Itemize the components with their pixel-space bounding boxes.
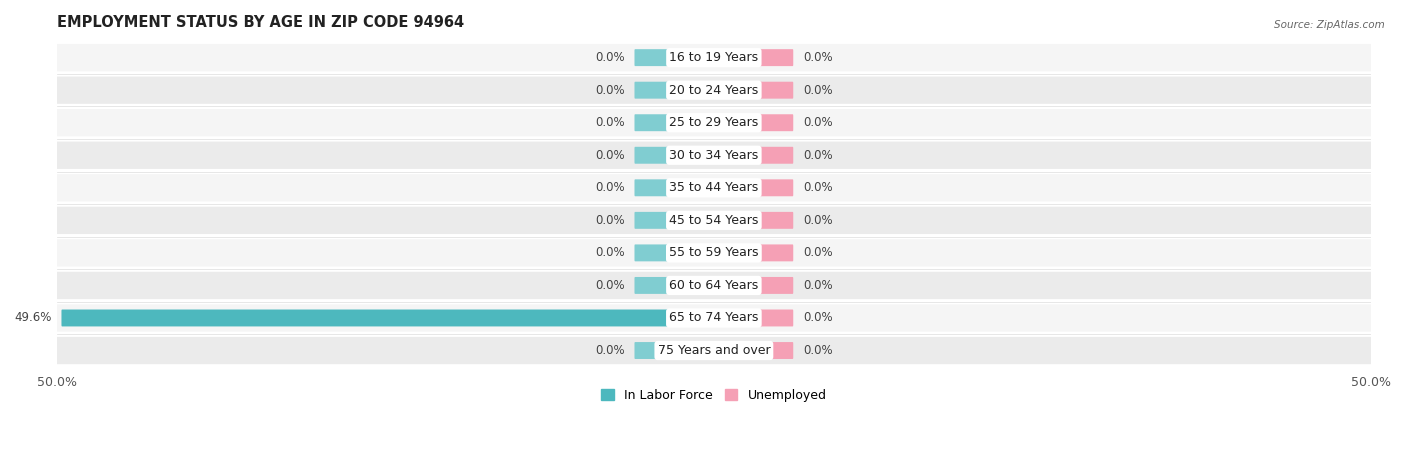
- Text: 0.0%: 0.0%: [595, 116, 624, 129]
- Text: 0.0%: 0.0%: [803, 214, 832, 227]
- FancyBboxPatch shape: [713, 82, 793, 99]
- Text: 0.0%: 0.0%: [803, 116, 832, 129]
- Text: 0.0%: 0.0%: [595, 181, 624, 194]
- FancyBboxPatch shape: [713, 114, 793, 131]
- FancyBboxPatch shape: [62, 309, 714, 327]
- Text: Source: ZipAtlas.com: Source: ZipAtlas.com: [1274, 20, 1385, 30]
- FancyBboxPatch shape: [713, 342, 793, 359]
- FancyBboxPatch shape: [634, 277, 714, 294]
- Text: 75 Years and over: 75 Years and over: [658, 344, 770, 357]
- Text: 20 to 24 Years: 20 to 24 Years: [669, 84, 758, 97]
- Text: 0.0%: 0.0%: [803, 246, 832, 259]
- FancyBboxPatch shape: [634, 49, 714, 66]
- FancyBboxPatch shape: [713, 309, 793, 327]
- Text: 0.0%: 0.0%: [803, 344, 832, 357]
- Text: 55 to 59 Years: 55 to 59 Years: [669, 246, 759, 259]
- Text: 0.0%: 0.0%: [803, 181, 832, 194]
- FancyBboxPatch shape: [56, 337, 1371, 364]
- Legend: In Labor Force, Unemployed: In Labor Force, Unemployed: [596, 384, 831, 407]
- Text: 0.0%: 0.0%: [595, 344, 624, 357]
- Text: 0.0%: 0.0%: [595, 279, 624, 292]
- Text: 65 to 74 Years: 65 to 74 Years: [669, 312, 759, 324]
- Text: 16 to 19 Years: 16 to 19 Years: [669, 51, 758, 64]
- FancyBboxPatch shape: [713, 49, 793, 66]
- FancyBboxPatch shape: [56, 109, 1371, 136]
- Text: 25 to 29 Years: 25 to 29 Years: [669, 116, 758, 129]
- Text: 49.6%: 49.6%: [14, 312, 52, 324]
- FancyBboxPatch shape: [634, 147, 714, 164]
- FancyBboxPatch shape: [56, 142, 1371, 169]
- FancyBboxPatch shape: [713, 244, 793, 261]
- FancyBboxPatch shape: [56, 304, 1371, 331]
- Text: 0.0%: 0.0%: [803, 312, 832, 324]
- FancyBboxPatch shape: [56, 239, 1371, 267]
- FancyBboxPatch shape: [713, 179, 793, 196]
- Text: 30 to 34 Years: 30 to 34 Years: [669, 149, 758, 162]
- Text: 35 to 44 Years: 35 to 44 Years: [669, 181, 758, 194]
- FancyBboxPatch shape: [634, 244, 714, 261]
- Text: 45 to 54 Years: 45 to 54 Years: [669, 214, 759, 227]
- Text: 0.0%: 0.0%: [595, 149, 624, 162]
- FancyBboxPatch shape: [56, 44, 1371, 71]
- Text: 0.0%: 0.0%: [803, 149, 832, 162]
- FancyBboxPatch shape: [713, 147, 793, 164]
- FancyBboxPatch shape: [634, 179, 714, 196]
- FancyBboxPatch shape: [634, 212, 714, 229]
- FancyBboxPatch shape: [713, 277, 793, 294]
- Text: 0.0%: 0.0%: [803, 279, 832, 292]
- Text: EMPLOYMENT STATUS BY AGE IN ZIP CODE 94964: EMPLOYMENT STATUS BY AGE IN ZIP CODE 949…: [56, 15, 464, 30]
- Text: 0.0%: 0.0%: [595, 246, 624, 259]
- FancyBboxPatch shape: [56, 174, 1371, 202]
- Text: 60 to 64 Years: 60 to 64 Years: [669, 279, 758, 292]
- Text: 0.0%: 0.0%: [803, 51, 832, 64]
- Text: 0.0%: 0.0%: [595, 84, 624, 97]
- Text: 0.0%: 0.0%: [803, 84, 832, 97]
- FancyBboxPatch shape: [56, 77, 1371, 104]
- FancyBboxPatch shape: [634, 114, 714, 131]
- FancyBboxPatch shape: [713, 212, 793, 229]
- FancyBboxPatch shape: [56, 207, 1371, 234]
- FancyBboxPatch shape: [56, 272, 1371, 299]
- FancyBboxPatch shape: [634, 342, 714, 359]
- Text: 0.0%: 0.0%: [595, 214, 624, 227]
- FancyBboxPatch shape: [634, 82, 714, 99]
- Text: 0.0%: 0.0%: [595, 51, 624, 64]
